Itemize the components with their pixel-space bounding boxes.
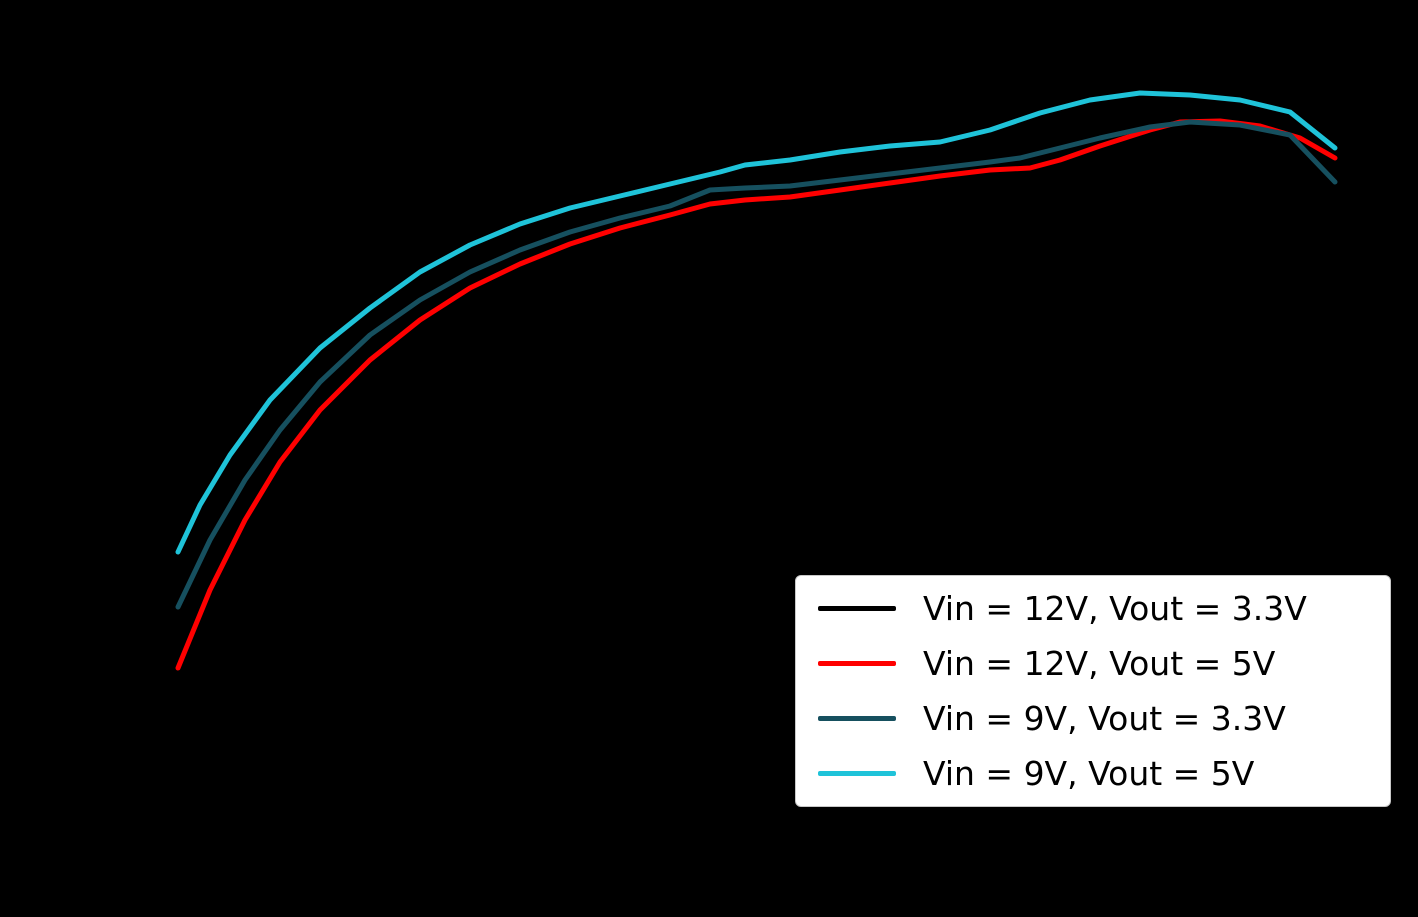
legend-line-swatch — [818, 661, 896, 666]
legend-line-swatch — [818, 716, 896, 721]
legend-item: Vin = 12V, Vout = 3.3V — [818, 589, 1368, 629]
legend-item-label: Vin = 12V, Vout = 5V — [923, 643, 1276, 683]
legend-line-swatch — [818, 771, 896, 776]
series-line-0 — [175, 127, 1338, 703]
legend-item-label: Vin = 9V, Vout = 3.3V — [923, 698, 1286, 738]
legend-item-label: Vin = 9V, Vout = 5V — [923, 753, 1255, 793]
legend-item: Vin = 9V, Vout = 3.3V — [818, 699, 1368, 739]
legend-item-label: Vin = 12V, Vout = 3.3V — [923, 588, 1307, 628]
legend: Vin = 12V, Vout = 3.3V Vin = 12V, Vout =… — [795, 575, 1391, 807]
legend-line-swatch — [818, 606, 896, 611]
series-line-2 — [175, 119, 1338, 610]
series-line-3 — [175, 90, 1338, 555]
legend-item: Vin = 9V, Vout = 5V — [818, 754, 1368, 794]
legend-item: Vin = 12V, Vout = 5V — [818, 644, 1368, 684]
